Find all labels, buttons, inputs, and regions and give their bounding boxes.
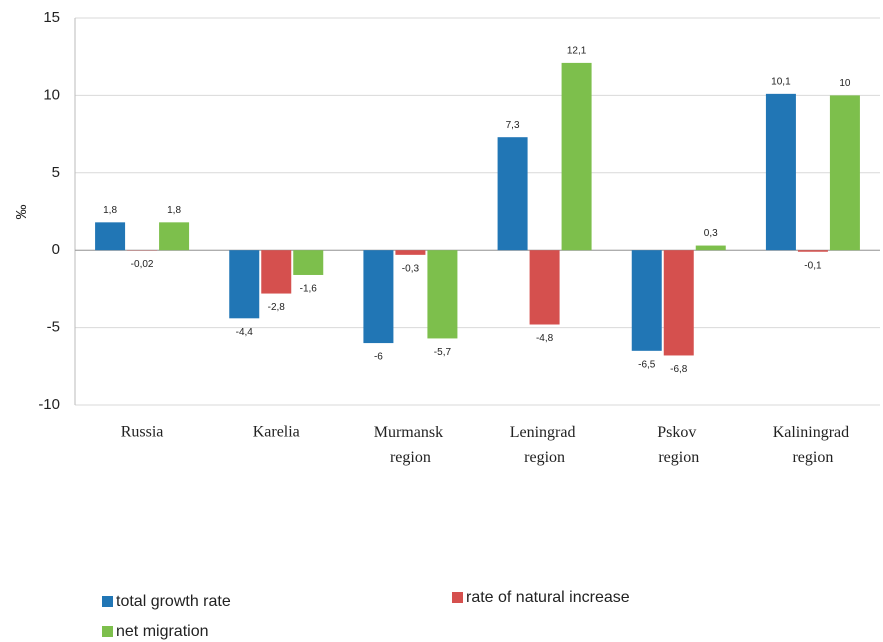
value-label: 10,1 xyxy=(771,76,791,87)
bar xyxy=(765,93,796,251)
value-label: -4,4 xyxy=(236,327,254,338)
value-label: -6 xyxy=(374,352,383,363)
y-tick-label: 0 xyxy=(52,241,60,258)
value-label: 1,8 xyxy=(103,205,117,216)
value-label: 10 xyxy=(839,78,851,89)
value-label: 7,3 xyxy=(506,120,520,131)
value-label: -0,3 xyxy=(402,263,420,274)
bar xyxy=(797,250,828,252)
bar xyxy=(829,95,860,251)
x-tick-label: Russia xyxy=(121,424,164,441)
y-tick-label: 15 xyxy=(43,9,60,26)
bar xyxy=(395,250,426,255)
x-tick-label: Leningrad region xyxy=(510,424,580,466)
legend-label: net migration xyxy=(116,623,209,640)
value-label: -5,7 xyxy=(434,347,452,358)
bar xyxy=(363,250,394,344)
value-label: 0,3 xyxy=(704,228,718,239)
legend-label: total growth rate xyxy=(116,593,231,610)
y-tick-label: -5 xyxy=(47,319,60,336)
y-axis-label: ‰ xyxy=(13,205,30,220)
x-tick-label: Kaliningrad region xyxy=(773,424,853,466)
value-label: -2,8 xyxy=(268,302,286,313)
value-label: 1,8 xyxy=(167,205,181,216)
bar xyxy=(159,222,190,251)
bar xyxy=(631,250,662,351)
legend-swatch xyxy=(452,592,463,603)
value-label: -0,02 xyxy=(131,259,154,270)
value-label: -6,8 xyxy=(670,364,688,375)
value-label: 12,1 xyxy=(567,46,587,57)
bar xyxy=(293,250,324,275)
value-label: -4,8 xyxy=(536,333,554,344)
bar xyxy=(95,222,126,251)
x-tick-label: Karelia xyxy=(253,424,300,441)
x-tick-label: Pskov region xyxy=(657,424,700,466)
bar xyxy=(229,250,260,319)
value-label: -1,6 xyxy=(300,284,318,295)
x-tick-label: Murmansk region xyxy=(374,424,447,466)
bar xyxy=(561,62,592,251)
legend-swatch xyxy=(102,626,113,637)
bar xyxy=(663,250,694,356)
bar xyxy=(261,250,292,294)
y-tick-label: 5 xyxy=(52,164,60,181)
bar xyxy=(695,245,726,251)
y-tick-label: 10 xyxy=(43,86,60,103)
legend-swatch xyxy=(102,596,113,607)
value-label: -6,5 xyxy=(638,359,656,370)
bar xyxy=(529,250,560,325)
bar xyxy=(427,250,458,339)
value-label: -0,1 xyxy=(804,260,822,271)
legend-label: rate of natural increase xyxy=(466,589,630,606)
bar xyxy=(497,137,528,251)
y-tick-label: -10 xyxy=(38,396,60,413)
